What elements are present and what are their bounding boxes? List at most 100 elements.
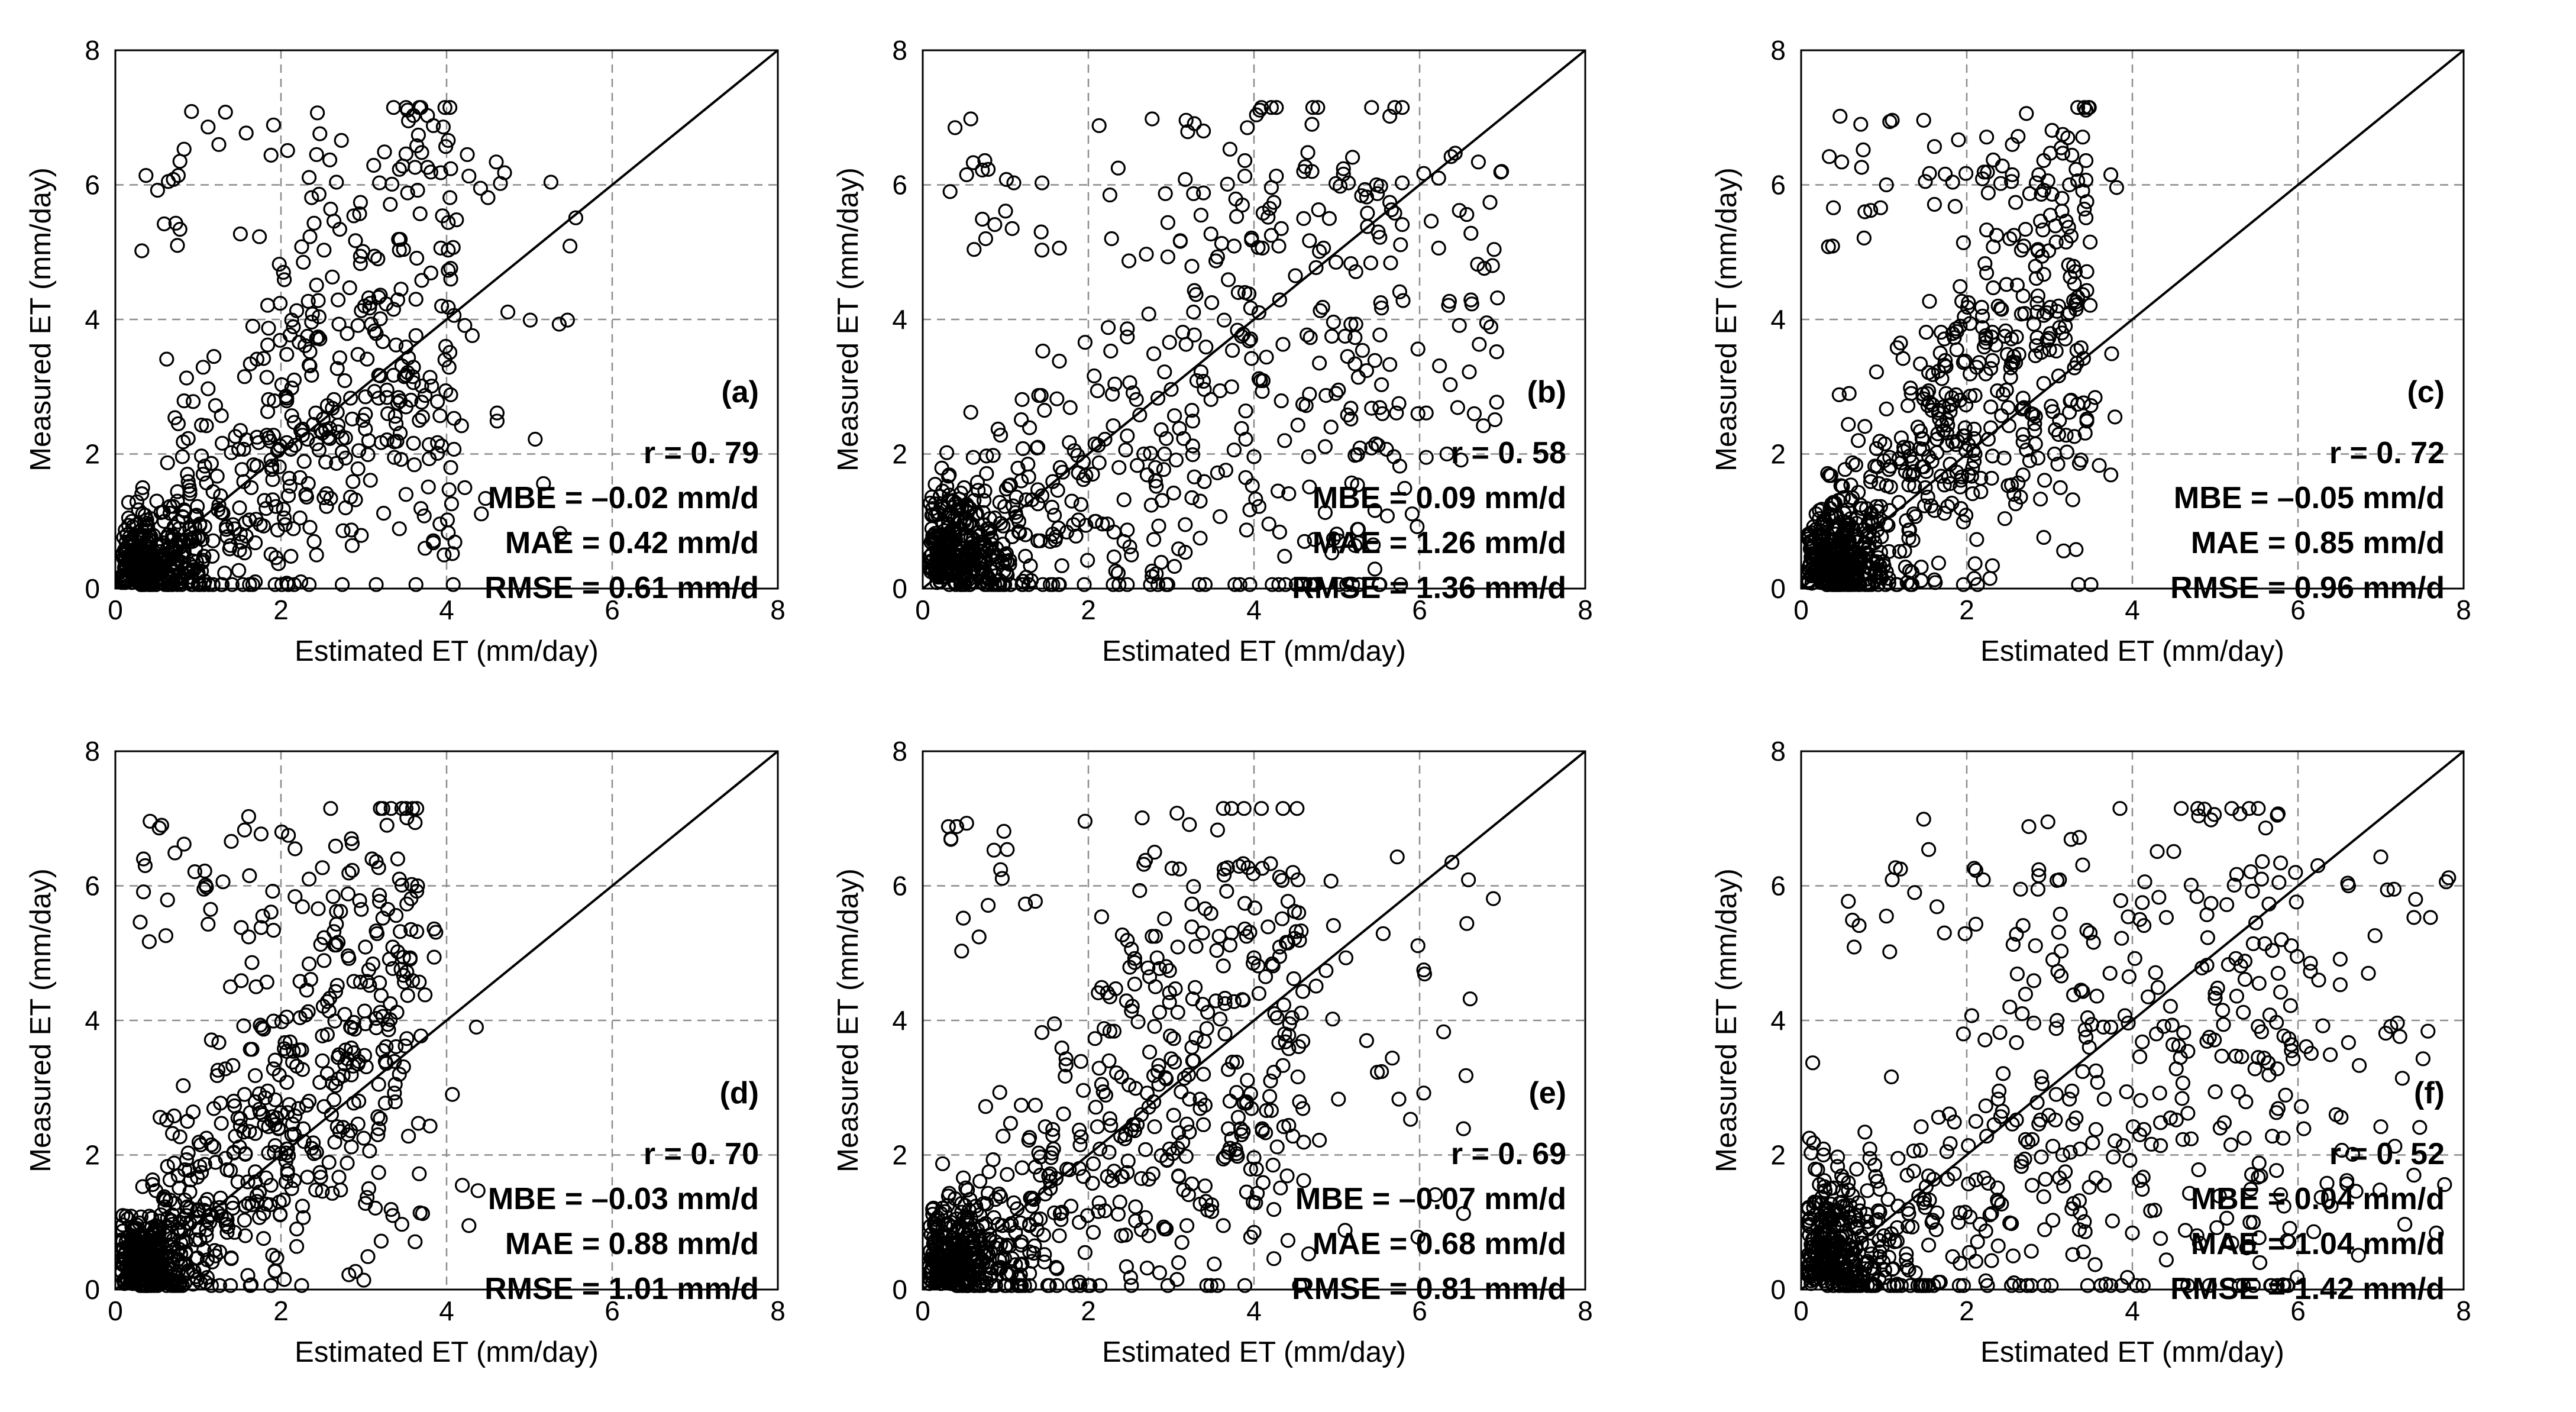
data-point [148,577,164,592]
data-point [392,425,408,441]
data-point [1010,460,1026,476]
data-point [388,337,404,353]
data-point [1371,438,1386,453]
data-point [391,390,406,405]
data-point [1073,1054,1089,1069]
data-point [371,1165,386,1180]
data-point [1081,1278,1096,1293]
data-point [176,836,192,852]
data-point [1375,926,1391,941]
data-point [1851,1195,1866,1210]
data-point [211,1062,226,1078]
data-point [205,533,221,548]
data-point [1229,209,1245,224]
data-point [1263,1073,1278,1089]
data-point [2018,986,2033,1002]
data-point [1965,460,1980,476]
data-point [1370,186,1385,201]
data-point [1317,439,1333,454]
data-point [1179,1116,1195,1132]
data-point [1255,861,1270,876]
data-point [1308,978,1324,994]
data-point [394,358,410,374]
data-point [2219,1210,2235,1226]
stat-line: r = 0. 52 [2329,1137,2445,1171]
data-point [1278,1034,1293,1050]
data-point [1110,1207,1126,1222]
data-point [1315,299,1330,315]
data-point [174,449,190,464]
data-point [1410,1229,1426,1245]
data-point [2341,878,2356,894]
data-point [246,457,261,473]
data-point [329,361,345,376]
data-point [1186,186,1201,201]
stat-line: MAE = 0.42 mm/d [505,526,759,560]
data-point [263,1197,278,1213]
data-point [1359,363,1374,379]
data-point [2015,426,2031,442]
data-point [2015,288,2031,303]
data-point [1830,1159,1845,1174]
data-point [224,833,239,849]
data-point [959,1278,975,1293]
data-point [1397,480,1413,496]
data-point [2406,910,2422,925]
data-point [1957,1204,1973,1220]
data-point [461,1218,477,1233]
data-point [978,1271,994,1286]
data-point [1984,558,2000,573]
data-point [337,373,353,389]
data-point [1238,403,1253,419]
data-point [1274,221,1289,236]
data-point [1885,872,1900,887]
data-point [375,1043,390,1058]
data-point [1120,1153,1136,1169]
data-point [1062,400,1078,415]
data-point [473,180,489,196]
data-point [137,1230,152,1245]
data-point [2373,1119,2388,1135]
data-point [1193,364,1209,380]
data-point [2236,1130,2252,1146]
data-point [1221,272,1236,287]
data-point [1246,950,1262,965]
data-point [309,1145,324,1160]
data-point [1984,353,2000,369]
data-point [2017,1151,2032,1167]
data-point [942,184,958,199]
data-point [1033,224,1049,240]
data-point [201,916,216,932]
data-point [955,910,971,926]
x-tick-label: 6 [1412,594,1427,625]
data-point [2005,936,2021,952]
data-point [304,190,319,205]
data-point [286,521,301,537]
data-point [2251,801,2266,816]
data-point [413,100,429,115]
data-point [2251,1169,2266,1185]
data-point [1490,290,1505,306]
data-point [272,1194,287,1210]
data-point [120,1274,135,1289]
data-point [1288,924,1304,939]
data-point [975,211,990,227]
data-point [1893,861,1908,877]
data-point [1073,497,1089,512]
data-point [2028,436,2043,452]
data-point [1033,387,1049,403]
data-point [1369,177,1384,193]
data-point [1928,1222,1944,1237]
data-point [2255,854,2270,870]
data-point [1075,1169,1091,1184]
data-point [406,360,421,375]
stat-line: MAE = 1.04 mm/d [2191,1227,2445,1261]
data-point [2031,862,2047,877]
data-point [2254,1024,2269,1039]
data-point [1006,175,1022,190]
data-point [1812,1266,1827,1281]
data-point [2352,1058,2367,1073]
data-point [237,1213,252,1228]
data-point [274,1014,289,1029]
data-point [224,1195,240,1210]
